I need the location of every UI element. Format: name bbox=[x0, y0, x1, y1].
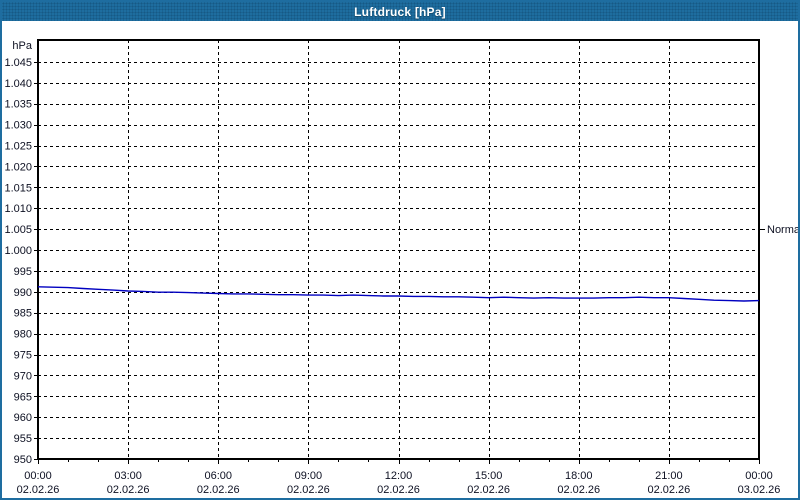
plot-border bbox=[37, 39, 760, 460]
x-tick-time-label: 15:00 bbox=[475, 470, 503, 482]
y-tick-label: 1.010 bbox=[4, 203, 32, 215]
y-axis-unit-label: hPa bbox=[12, 40, 32, 52]
y-tick-label: 1.020 bbox=[4, 161, 32, 173]
x-tick-date-label: 02.02.26 bbox=[467, 484, 510, 496]
x-tick-date-label: 02.02.26 bbox=[557, 484, 600, 496]
y-tick-label: 960 bbox=[14, 412, 32, 424]
y-tick-label: 975 bbox=[14, 350, 32, 362]
y-tick-label: 1.045 bbox=[4, 57, 32, 69]
x-tick-date-label: 03.02.26 bbox=[738, 484, 781, 496]
y-tick-label: 965 bbox=[14, 391, 32, 403]
y-tick-label: 1.030 bbox=[4, 120, 32, 132]
x-tick-time-label: 00:00 bbox=[24, 470, 52, 482]
x-tick-time-label: 18:00 bbox=[565, 470, 593, 482]
x-tick-time-label: 12:00 bbox=[385, 470, 413, 482]
y-tick-label: 1.015 bbox=[4, 182, 32, 194]
x-tick-time-label: 21:00 bbox=[655, 470, 683, 482]
y-tick-label: 985 bbox=[14, 308, 32, 320]
x-tick-date-label: 02.02.26 bbox=[647, 484, 690, 496]
x-tick-time-label: 06:00 bbox=[204, 470, 232, 482]
x-tick-date-label: 02.02.26 bbox=[377, 484, 420, 496]
pressure-chart: 1.045 1.040 1.035 1.030 1.025 1.020 1.015 1.010… bbox=[4, 39, 798, 496]
x-tick-date-label: 02.02.26 bbox=[197, 484, 240, 496]
x-tick-date-label: 02.02.26 bbox=[17, 484, 60, 496]
normal-marker-label: Normal bbox=[767, 224, 798, 236]
window-title: Luftdruck [hPa] bbox=[354, 4, 446, 19]
y-tick-label: 1.025 bbox=[4, 141, 32, 153]
y-tick-label: 990 bbox=[14, 287, 32, 299]
x-tick-time-label: 00:00 bbox=[745, 470, 773, 482]
y-tick-label: 1.040 bbox=[4, 78, 32, 90]
y-tick-label: 980 bbox=[14, 329, 32, 341]
y-tick-label: 1.000 bbox=[4, 245, 32, 257]
y-tick-label: 995 bbox=[14, 266, 32, 278]
plot-area bbox=[38, 40, 759, 459]
window-title-bar: Luftdruck [hPa] bbox=[2, 2, 798, 21]
x-tick-date-label: 02.02.26 bbox=[107, 484, 150, 496]
y-tick-label: 970 bbox=[14, 370, 32, 382]
x-tick-time-label: 09:00 bbox=[295, 470, 323, 482]
y-tick-label: 955 bbox=[14, 433, 32, 445]
y-tick-label: 1.005 bbox=[4, 224, 32, 236]
x-tick-time-label: 03:00 bbox=[114, 470, 142, 482]
pressure-series-line bbox=[37, 286, 760, 302]
x-tick-date-label: 02.02.26 bbox=[287, 484, 330, 496]
y-tick-label: 1.035 bbox=[4, 99, 32, 111]
y-tick-label: 950 bbox=[14, 454, 32, 466]
